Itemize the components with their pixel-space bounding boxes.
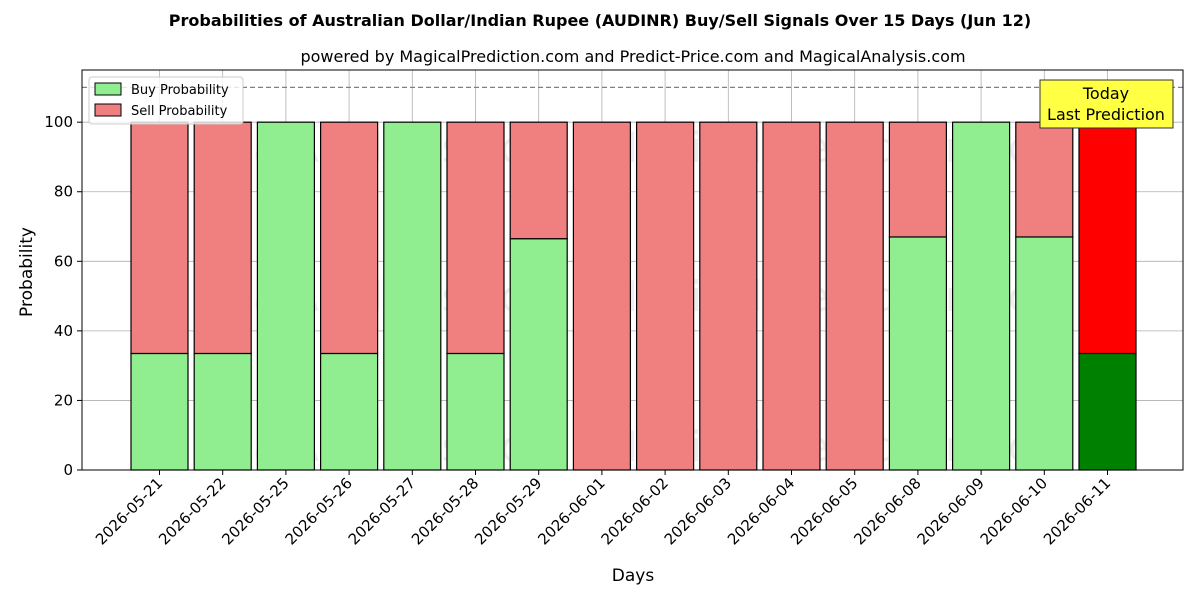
callout-line: Last Prediction: [1047, 105, 1165, 124]
buy-bar-2026-06-10: [1015, 236, 1074, 471]
x-tick-label: 2026-05-27: [345, 474, 419, 548]
chart-subtitle: powered by MagicalPrediction.com and Pre…: [300, 47, 965, 66]
x-tick-label: 2026-05-26: [282, 474, 356, 548]
legend-swatch-sell: [94, 103, 122, 117]
callout-box: [1039, 79, 1174, 129]
x-tick-label: 2026-05-29: [471, 474, 545, 548]
plot-frame: [81, 69, 1184, 471]
sell-bar-2026-06-04: [762, 121, 821, 471]
callout-line: Today: [1082, 84, 1129, 103]
y-tick-label: 20: [54, 391, 73, 409]
x-tick-label: 2026-06-02: [598, 474, 672, 548]
sell-bar-2026-06-05: [825, 121, 884, 471]
legend-label-buy: Buy Probability: [131, 83, 229, 98]
y-axis-label: Probability: [17, 227, 37, 317]
buy-bar-2026-06-11: [1078, 352, 1137, 471]
x-tick-label: 2026-06-04: [724, 474, 798, 548]
sell-bar-2026-06-10: [1015, 121, 1074, 238]
sell-bar-2026-05-21: [130, 121, 189, 355]
sell-bar-2026-05-22: [193, 121, 252, 355]
buy-bar-2026-05-28: [446, 352, 505, 471]
bars: [130, 121, 1137, 471]
sell-bar-2026-06-11: [1078, 121, 1137, 355]
x-tick-label: 2026-05-21: [92, 474, 166, 548]
sell-bar-2026-05-29: [509, 121, 568, 240]
buy-bar-2026-05-21: [130, 352, 189, 471]
x-axis-label: Days: [612, 566, 655, 586]
chart-title: Probabilities of Australian Dollar/India…: [169, 11, 1031, 30]
buy-bar-2026-05-26: [320, 352, 379, 471]
x-tick-label: 2026-05-22: [155, 474, 229, 548]
buy-bar-2026-05-25: [256, 121, 315, 471]
y-tick-label: 0: [63, 461, 73, 479]
buy-bar-2026-06-09: [951, 121, 1011, 471]
x-tick-label: 2026-05-25: [218, 474, 292, 548]
legend-label-sell: Sell Probability: [131, 104, 228, 119]
y-tick-label: 100: [44, 113, 73, 131]
x-tick-label: 2026-06-09: [914, 474, 988, 548]
sell-bar-2026-06-03: [699, 121, 758, 471]
buy-bar-2026-06-08: [888, 236, 948, 471]
x-tick-label: 2026-06-01: [534, 474, 608, 548]
y-tick-label: 40: [54, 322, 73, 340]
x-tick-label: 2026-06-03: [661, 474, 735, 548]
sell-bar-2026-06-02: [635, 121, 695, 471]
x-tick-label: 2026-06-11: [1040, 474, 1114, 548]
sell-bar-2026-05-28: [446, 121, 505, 355]
x-tick-label: 2026-06-10: [977, 474, 1051, 548]
today-callout: Today Last Prediction: [1039, 79, 1174, 129]
x-tick-label: 2026-06-05: [787, 474, 861, 548]
buy-bar-2026-05-29: [509, 238, 568, 471]
legend-swatch-buy: [94, 82, 122, 96]
y-tick-label: 80: [54, 183, 73, 201]
sell-bar-2026-05-26: [320, 121, 379, 355]
legend-box: [88, 76, 244, 125]
x-tick-label: 2026-05-28: [408, 474, 482, 548]
y-tick-label: 60: [54, 252, 73, 270]
buy-bar-2026-05-27: [383, 121, 442, 471]
sell-bar-2026-06-08: [888, 121, 948, 238]
legend: Buy Probability Sell Probability: [88, 76, 244, 125]
sell-bar-2026-06-01: [572, 121, 632, 471]
buy-bar-2026-05-22: [193, 352, 252, 471]
x-tick-label: 2026-06-08: [850, 474, 924, 548]
